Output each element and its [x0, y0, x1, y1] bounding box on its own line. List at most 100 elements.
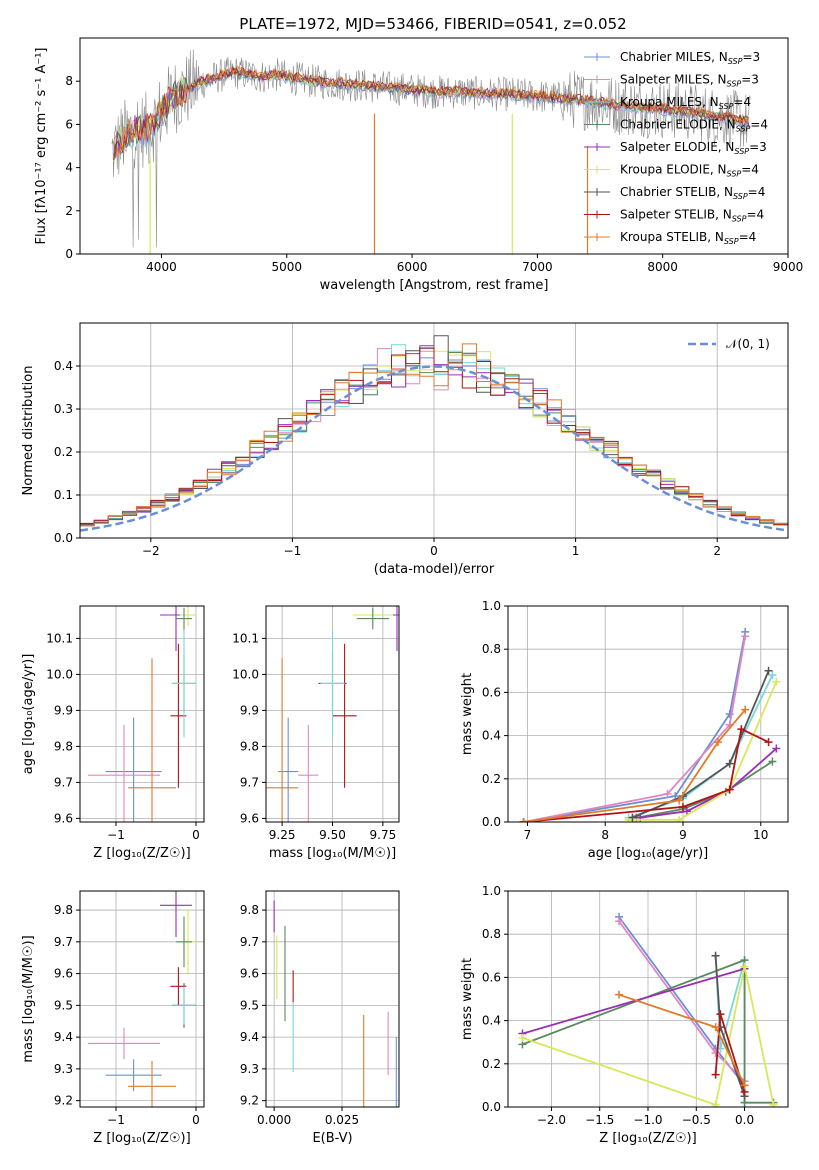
- x-tick-label: 0.0: [735, 1113, 754, 1127]
- error-point: [172, 629, 196, 738]
- series-line: [523, 636, 747, 822]
- y-tick-label: 9.6: [54, 967, 73, 981]
- series-point: [663, 789, 672, 798]
- legend-entry: Chabrier ELODIE, NSSP=4: [584, 118, 768, 134]
- x-axis-label: E(B-V): [312, 1131, 352, 1146]
- x-tick-label: −1: [107, 1113, 125, 1127]
- y-tick-label: 9.9: [240, 703, 259, 717]
- series-point: [740, 1081, 749, 1090]
- series-point: [615, 917, 624, 926]
- x-tick-label: 7000: [522, 260, 553, 274]
- x-axis-label: (data-model)/error: [374, 562, 495, 577]
- error-point: [128, 1060, 176, 1107]
- series-point: [628, 813, 637, 822]
- series-point: [764, 738, 773, 747]
- legend-subscript: SSP: [734, 147, 749, 156]
- series-line: [636, 760, 773, 819]
- series-line: [523, 631, 747, 822]
- series-line: [632, 670, 770, 819]
- legend-label: 𝒩(0, 1): [726, 337, 770, 351]
- y-tick-label: 1.0: [482, 884, 501, 898]
- age-vs-Z-panel: −1 0 9.6 9.7 9.8 9.9 10.0 10.1 Z [log₁₀(Z/Z☉)] ag…: [21, 605, 205, 861]
- mass-vs-Z-panel: −1 0 9.2 9.3 9.4 9.5 9.6 9.7 9.8 Z [log₁₀(Z/Z☉)] m…: [21, 890, 205, 1146]
- spectrum-panel: 4000 5000 6000 7000 8000 9000 0 2 4 6 8 wavelength …: [34, 37, 803, 293]
- y-tick-label: 0.4: [54, 359, 73, 373]
- age-vs-mass-panel: 9.25 9.50 9.75 9.6 9.7 9.8 9.9 10.0 10.1 mass [lo…: [232, 605, 400, 861]
- x-tick-label: 9.50: [319, 828, 346, 842]
- error-point: [105, 717, 162, 822]
- legend-label: Chabrier MILES, NSSP=3: [620, 50, 760, 66]
- y-axis-label: mass weight: [460, 958, 475, 1040]
- y-tick-label: 9.6: [240, 967, 259, 981]
- axes-frame: [507, 605, 789, 823]
- y-tick-label: 4: [65, 161, 73, 175]
- series-point: [615, 990, 624, 999]
- spectrum-data-line: [111, 49, 751, 248]
- histogram-line: [80, 347, 788, 526]
- histogram-line: [80, 343, 788, 527]
- series-point: [682, 807, 691, 816]
- y-tick-label: 9.9: [54, 703, 73, 717]
- y-tick-label: 9.6: [54, 811, 73, 825]
- model-line: [113, 66, 749, 158]
- series-point: [772, 677, 781, 686]
- y-axis-label: age [log₁₀(age/yr)]: [21, 654, 36, 775]
- legend-equals: =3: [742, 50, 760, 64]
- y-tick-label: 0.4: [482, 729, 501, 743]
- x-tick-label: 0.025: [325, 1113, 359, 1127]
- y-tick-label: 10.0: [232, 667, 259, 681]
- x-axis-label: wavelength [Angstrom, rest frame]: [320, 278, 549, 293]
- plot-area: [273, 900, 397, 1107]
- error-point: [128, 658, 176, 822]
- y-tick-label: 9.5: [240, 998, 259, 1012]
- y-tick-label: 9.4: [240, 1030, 259, 1044]
- series-line: [640, 747, 777, 819]
- series-line: [522, 966, 775, 1106]
- x-tick-label: 5000: [271, 260, 302, 274]
- series-point: [772, 744, 781, 753]
- series-point: [737, 725, 746, 734]
- y-tick-label: 0.6: [482, 685, 501, 699]
- y-tick-label: 2: [65, 204, 73, 218]
- y-tick-label: 9.7: [54, 775, 73, 789]
- axes-frame: [79, 37, 789, 255]
- legend-label: Salpeter MILES, NSSP=3: [620, 73, 759, 89]
- legend-equals: =4: [739, 230, 757, 244]
- series-point: [714, 738, 722, 747]
- figure-title: PLATE=1972, MJD=53466, FIBERID=0541, z=0…: [239, 15, 626, 33]
- y-tick-label: 9.8: [240, 903, 259, 917]
- error-point: [160, 891, 192, 938]
- y-tick-label: 0.1: [54, 488, 73, 502]
- y-tick-label: 9.7: [54, 935, 73, 949]
- x-tick-label: −1: [107, 828, 125, 842]
- legend-label: Salpeter STELIB, NSSP=4: [620, 208, 764, 224]
- error-point: [332, 643, 357, 788]
- plot-area: [80, 335, 788, 532]
- y-tick-label: 0.2: [482, 772, 501, 786]
- legend-equals: =4: [748, 185, 766, 199]
- x-tick-label: −2.0: [537, 1113, 566, 1127]
- error-point: [172, 986, 196, 1025]
- x-tick-label: 7: [524, 828, 532, 842]
- axes-frame: [79, 605, 205, 823]
- y-tick-label: 0.8: [482, 927, 501, 941]
- x-tick-label: 6000: [397, 260, 428, 274]
- x-axis-label: Z [log₁₀(Z/Z☉)]: [93, 846, 190, 861]
- legend-subscript: SSP: [727, 80, 742, 89]
- legend-entry: Kroupa MILES, NSSP=4: [584, 95, 751, 111]
- error-point: [176, 916, 192, 968]
- weight-vs-Z-panel: −2.0 −1.5 −1.0 −0.5 0.0 0.0 0.2 0.4 0.6 0.8 1.0 Z […: [460, 884, 789, 1146]
- y-tick-label: 10.1: [232, 631, 259, 645]
- y-tick-label: 0.2: [482, 1057, 501, 1071]
- normal-curve-line: [80, 365, 788, 532]
- mass-vs-ebv-panel: 0.000 0.025 9.2 9.3 9.4 9.5 9.6 9.7 9.8 E(B-V): [240, 890, 400, 1146]
- plots-group: 4000 5000 6000 7000 8000 900002468wavelength …: [21, 37, 803, 1146]
- series-point: [725, 759, 734, 768]
- y-tick-label: 0.0: [482, 815, 501, 829]
- y-tick-label: 0.4: [482, 1014, 501, 1028]
- series-point: [741, 632, 750, 641]
- legend-entry: Salpeter ELODIE, NSSP=3: [584, 140, 767, 156]
- y-tick-label: 9.2: [54, 1094, 73, 1108]
- y-tick-label: 0.0: [482, 1100, 501, 1114]
